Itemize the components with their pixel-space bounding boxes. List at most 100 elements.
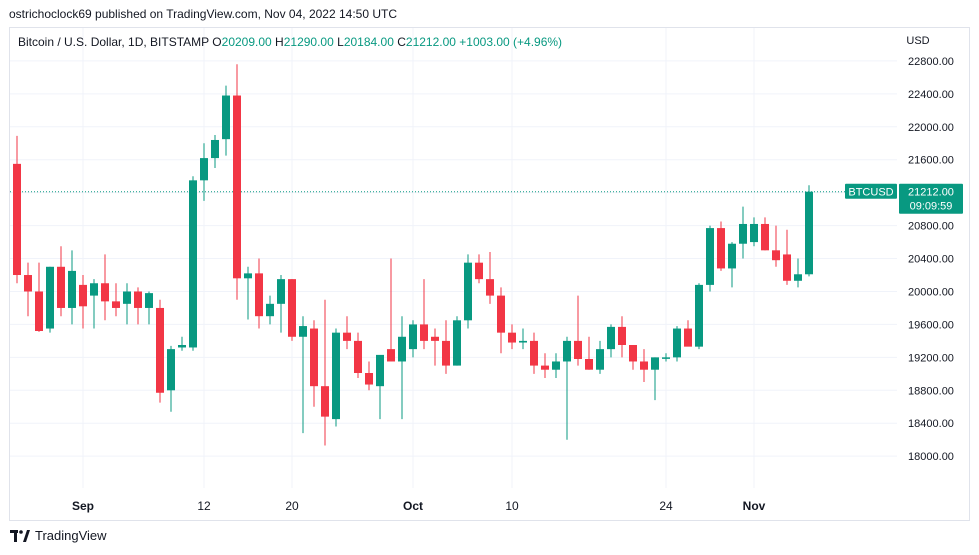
axes: 22800.0022400.0022000.0021600.0021200.00…	[72, 35, 963, 513]
publish-info: ostrichoclock69 published on TradingView…	[9, 7, 398, 21]
candle-body	[563, 340, 571, 362]
candle-down[interactable]	[321, 299, 329, 446]
currency-label: USD	[906, 35, 929, 47]
candle-down[interactable]	[387, 258, 395, 362]
candle-down[interactable]	[541, 353, 549, 378]
candle-up[interactable]	[750, 217, 758, 247]
footer[interactable]: TradingView	[10, 528, 107, 543]
candle-up[interactable]	[728, 242, 736, 288]
candle-up[interactable]	[398, 316, 406, 420]
candle-up[interactable]	[178, 336, 186, 351]
candle-down[interactable]	[508, 324, 516, 350]
candle-up[interactable]	[464, 254, 472, 329]
candle-down[interactable]	[783, 229, 791, 285]
candle-up[interactable]	[673, 326, 681, 362]
candle-up[interactable]	[739, 206, 747, 259]
candle-up[interactable]	[46, 266, 54, 333]
candle-body	[222, 95, 230, 140]
candle-up[interactable]	[563, 336, 571, 440]
candle-up[interactable]	[651, 357, 659, 401]
candle-down[interactable]	[134, 287, 142, 325]
candle-up[interactable]	[90, 279, 98, 329]
candle-down[interactable]	[310, 320, 318, 407]
candle-down[interactable]	[365, 361, 373, 391]
y-tick-label: 22400.00	[908, 89, 954, 101]
y-tick-label: 21600.00	[908, 155, 954, 167]
candle-down[interactable]	[486, 251, 494, 304]
candle-body	[145, 293, 153, 308]
candle-down[interactable]	[354, 332, 362, 378]
candle-up[interactable]	[222, 85, 230, 156]
candle-down[interactable]	[24, 262, 32, 317]
candle-up[interactable]	[552, 353, 560, 378]
candle-down[interactable]	[420, 279, 428, 350]
chart-frame[interactable]	[9, 27, 970, 521]
candle-down[interactable]	[233, 64, 241, 300]
high-label: H	[275, 35, 284, 49]
candle-down[interactable]	[288, 279, 296, 341]
candle-up[interactable]	[211, 135, 219, 168]
change-value: +1003.00 (+4.96%)	[459, 35, 563, 49]
candle-up[interactable]	[453, 316, 461, 366]
candle-body	[398, 336, 406, 362]
candle-down[interactable]	[761, 217, 769, 251]
candle-down[interactable]	[585, 336, 593, 370]
candle-up[interactable]	[695, 283, 703, 350]
candle-down[interactable]	[684, 320, 692, 347]
candle-down[interactable]	[629, 345, 637, 370]
candle-body	[167, 349, 175, 391]
candle-up[interactable]	[244, 266, 252, 320]
candle-body	[596, 349, 604, 370]
candle-up[interactable]	[805, 185, 813, 277]
candle-down[interactable]	[431, 328, 439, 366]
candle-down[interactable]	[717, 221, 725, 271]
candle-down[interactable]	[13, 135, 21, 284]
grid	[10, 28, 897, 488]
candle-up[interactable]	[662, 353, 670, 362]
candle-body	[354, 340, 362, 374]
candle-down[interactable]	[112, 283, 120, 317]
candle-down[interactable]	[618, 316, 626, 358]
candle-down[interactable]	[772, 225, 780, 267]
candle-down[interactable]	[574, 295, 582, 366]
candle-up[interactable]	[794, 258, 802, 288]
candle-up[interactable]	[68, 250, 76, 325]
ohlc-legend: Bitcoin / U.S. Dollar, 1D, BITSTAMP O202…	[18, 35, 562, 49]
candle-body	[288, 279, 296, 337]
candle-down[interactable]	[475, 254, 483, 284]
candle-up[interactable]	[266, 295, 274, 325]
candle-down[interactable]	[442, 320, 450, 374]
candle-up[interactable]	[706, 225, 714, 292]
candle-up[interactable]	[189, 176, 197, 351]
candle-down[interactable]	[530, 332, 538, 374]
candle-up[interactable]	[376, 354, 384, 420]
candle-body	[90, 283, 98, 296]
candle-up[interactable]	[409, 320, 417, 358]
candle-down[interactable]	[343, 316, 351, 350]
candle-down[interactable]	[497, 287, 505, 354]
candle-down[interactable]	[255, 258, 263, 329]
candle-down[interactable]	[156, 299, 164, 403]
candle-down[interactable]	[35, 262, 43, 332]
candle-up[interactable]	[332, 328, 340, 427]
candle-down[interactable]	[101, 254, 109, 321]
y-tick-label: 20000.00	[908, 286, 954, 298]
candle-up[interactable]	[145, 291, 153, 325]
candle-up[interactable]	[200, 143, 208, 201]
candle-body	[574, 340, 582, 360]
candle-up[interactable]	[607, 324, 615, 358]
candle-up[interactable]	[277, 275, 285, 333]
candle-body	[156, 307, 164, 393]
x-tick-label: Nov	[743, 499, 766, 513]
candle-up[interactable]	[519, 328, 527, 350]
candle-body	[585, 359, 593, 370]
candle-down[interactable]	[57, 246, 65, 317]
candle-up[interactable]	[596, 340, 604, 374]
candle-up[interactable]	[299, 316, 307, 434]
candle-up[interactable]	[123, 283, 131, 325]
candle-body	[255, 273, 263, 317]
candle-up[interactable]	[167, 345, 175, 412]
candle-down[interactable]	[640, 349, 648, 383]
candle-down[interactable]	[79, 275, 87, 329]
